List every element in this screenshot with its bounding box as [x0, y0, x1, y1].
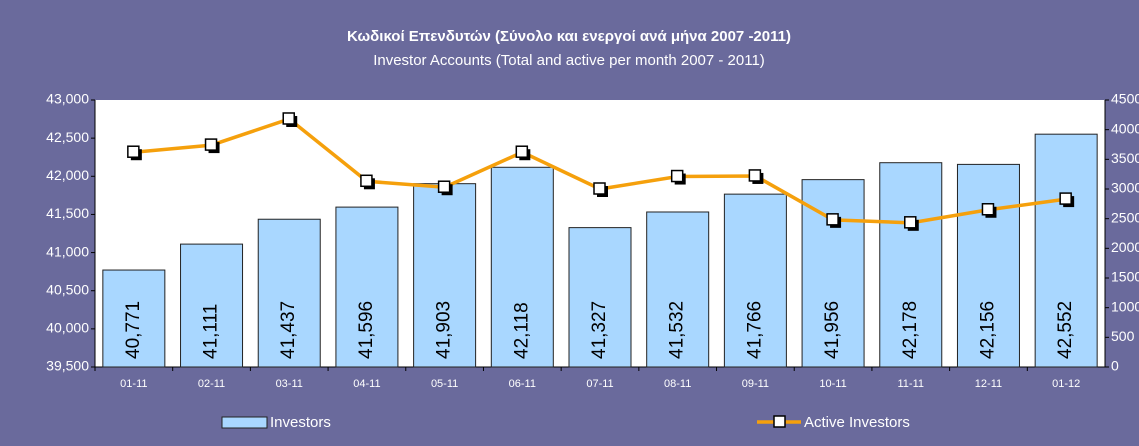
marker [127, 145, 140, 158]
x-tick-label: 06-11 [509, 378, 536, 390]
y2-tick-label: 1000 [1111, 298, 1139, 314]
x-tick-label: 08-11 [664, 378, 691, 390]
y2-tick-label: 500 [1111, 328, 1135, 344]
y-tick-label: 42,500 [46, 129, 89, 145]
bar-value-label: 41,596 [356, 301, 377, 359]
marker [1059, 192, 1072, 205]
chart-subtitle: Investor Accounts (Total and active per … [373, 52, 765, 69]
marker [204, 138, 218, 151]
bar [102, 269, 166, 368]
legend-swatch [221, 416, 268, 429]
marker [360, 174, 373, 188]
marker [981, 203, 995, 216]
x-tick-label: 02-11 [198, 378, 225, 390]
x-tick-label: 09-11 [742, 378, 769, 390]
bar-value-label: 42,552 [1055, 301, 1076, 359]
y2-tick-label: 1500 [1111, 269, 1139, 285]
y-tick-label: 43,000 [46, 91, 89, 107]
x-tick-label: 07-11 [586, 378, 613, 390]
marker [437, 180, 451, 193]
x-tick-label: 10-11 [819, 378, 846, 390]
bar-value-label: 41,532 [667, 301, 688, 359]
bar-value-label: 42,156 [977, 301, 998, 359]
chart-title: Κωδικοί Επενδυτών (Σύνολο και ενεργοί αν… [347, 28, 791, 45]
y-tick-label: 40,000 [46, 320, 89, 336]
bar [1034, 133, 1098, 368]
bar [180, 243, 244, 368]
bar-value-label: 41,766 [744, 301, 765, 359]
bar-value-label: 42,178 [900, 301, 921, 359]
y-tick-label: 41,000 [46, 243, 89, 259]
bar [646, 211, 710, 368]
y2-tick-label: 2000 [1111, 239, 1139, 255]
marker [593, 182, 606, 195]
marker [282, 112, 295, 125]
y2-tick-label: 0 [1111, 358, 1119, 374]
marker [826, 213, 839, 226]
marker [904, 216, 917, 229]
y-tick-label: 41,500 [46, 205, 89, 221]
legend-label: Investors [270, 414, 331, 431]
y2-tick-label: 3500 [1111, 150, 1139, 166]
x-tick-label: 05-11 [431, 378, 458, 390]
y2-tick-label: 4500 [1111, 91, 1139, 107]
x-tick-label: 01-12 [1052, 378, 1080, 390]
bar [257, 218, 321, 368]
x-tick-label: 11-11 [898, 378, 925, 390]
bar-value-label: 41,327 [589, 301, 610, 359]
bar-value-label: 40,771 [123, 301, 144, 359]
y2-tick-label: 2500 [1111, 209, 1139, 225]
bar [801, 179, 865, 368]
y2-tick-label: 3000 [1111, 180, 1139, 196]
y2-tick-label: 4000 [1111, 120, 1139, 136]
marker [670, 169, 684, 183]
legend-label: Active Investors [804, 414, 910, 431]
bar [490, 166, 554, 368]
legend-marker [773, 415, 786, 428]
y-tick-label: 40,500 [46, 281, 89, 297]
bar-value-label: 41,111 [201, 304, 222, 359]
bar [723, 193, 787, 368]
y-tick-label: 39,500 [46, 358, 89, 374]
bar-value-label: 41,903 [434, 301, 455, 359]
marker [748, 169, 762, 182]
bar-value-label: 41,956 [822, 301, 843, 359]
bar [956, 163, 1020, 368]
bar [568, 227, 632, 368]
x-tick-label: 01-11 [120, 378, 147, 390]
marker [515, 145, 529, 158]
bar [413, 183, 477, 368]
x-tick-label: 03-11 [276, 378, 303, 390]
bar-value-label: 41,437 [278, 301, 299, 359]
bar [335, 206, 399, 368]
bar-value-label: 42,118 [511, 302, 532, 359]
y-tick-label: 42,000 [46, 167, 89, 183]
bar [879, 162, 943, 368]
x-tick-label: 04-11 [353, 378, 380, 390]
x-tick-label: 12-11 [975, 378, 1002, 390]
